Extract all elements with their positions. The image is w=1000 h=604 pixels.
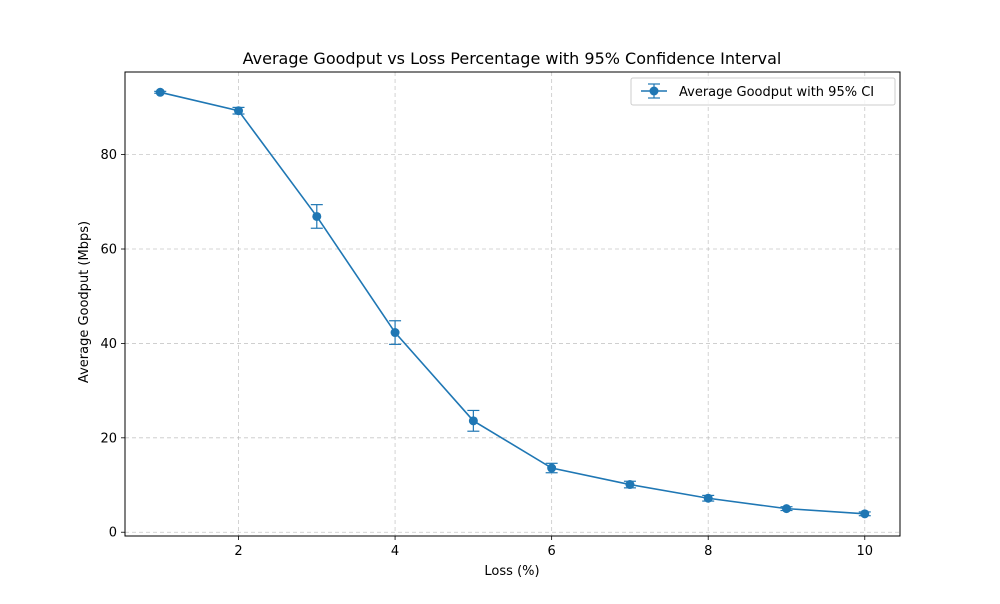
y-tick-label: 80 [100, 148, 117, 163]
y-tick-label: 40 [100, 337, 117, 352]
data-point [703, 493, 713, 503]
grid-layer [125, 72, 900, 536]
x-tick-label: 10 [856, 544, 873, 559]
x-tick-label: 4 [391, 544, 399, 559]
data-point [547, 463, 557, 473]
x-axis-label: Loss (%) [484, 564, 539, 579]
y-tick-label: 0 [109, 526, 117, 541]
y-tick-label: 60 [100, 243, 117, 258]
series-line [160, 91, 865, 515]
data-point [781, 504, 791, 514]
legend-entry-label: Average Goodput with 95% CI [679, 85, 874, 100]
x-tick-label: 2 [234, 544, 242, 559]
data-point [390, 328, 400, 338]
ticks-layer: 2 4 6 8 10 0 20 40 60 80 [100, 148, 873, 559]
legend-box [630, 77, 896, 106]
x-tick-label: 8 [704, 544, 712, 559]
chart-title: Average Goodput vs Loss Percentage with … [243, 49, 782, 68]
data-point [155, 87, 165, 97]
y-axis-label: Average Goodput (Mbps) [77, 221, 92, 383]
series-layer [154, 87, 871, 519]
x-tick-label: 6 [548, 544, 556, 559]
y-tick-label: 20 [100, 431, 117, 446]
legend-marker-swatch [649, 86, 659, 96]
legend: Average Goodput with 95% CI [630, 77, 896, 106]
data-point [312, 211, 322, 221]
data-point [860, 509, 870, 519]
data-point [468, 416, 478, 426]
data-point [234, 106, 244, 116]
plot-area-frame [124, 71, 901, 537]
data-point [625, 480, 635, 490]
